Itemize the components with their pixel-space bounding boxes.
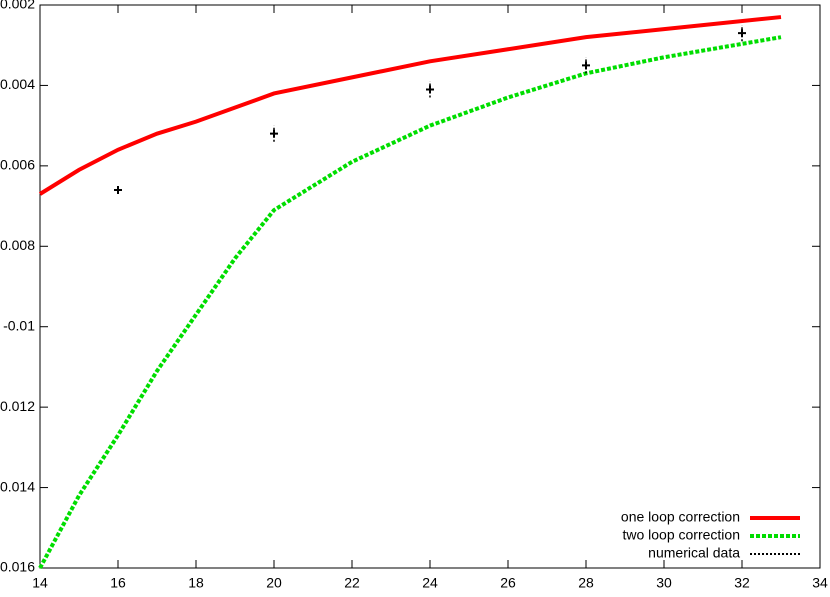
y-tick-label: -0.008 xyxy=(0,237,35,253)
y-tick-label: -0.016 xyxy=(0,559,35,575)
x-tick-label: 26 xyxy=(500,575,516,591)
y-tick-label: -0.01 xyxy=(3,317,35,333)
x-tick-label: 22 xyxy=(344,575,360,591)
y-tick-label: -0.004 xyxy=(0,76,35,92)
y-tick-label: -0.014 xyxy=(0,478,35,494)
x-tick-label: 28 xyxy=(578,575,594,591)
x-tick-label: 14 xyxy=(32,575,48,591)
y-tick-label: -0.012 xyxy=(0,398,35,414)
legend-label: one loop correction xyxy=(621,509,740,525)
line-series xyxy=(38,15,782,196)
x-tick-label: 18 xyxy=(188,575,204,591)
x-tick-label: 30 xyxy=(656,575,672,591)
y-tick-label: -0.002 xyxy=(0,0,35,12)
data-point xyxy=(582,61,590,70)
x-tick-label: 32 xyxy=(734,575,750,591)
x-tick-label: 34 xyxy=(812,575,828,591)
legend-label: two loop correction xyxy=(622,527,740,543)
data-point xyxy=(270,129,278,138)
legend-label: numerical data xyxy=(648,545,740,561)
line-series xyxy=(38,35,782,569)
data-point xyxy=(114,185,122,194)
data-point xyxy=(426,85,434,94)
x-tick-label: 16 xyxy=(110,575,126,591)
x-tick-label: 24 xyxy=(422,575,438,591)
data-point xyxy=(738,29,746,38)
x-tick-label: 20 xyxy=(266,575,282,591)
y-tick-label: -0.006 xyxy=(0,157,35,173)
